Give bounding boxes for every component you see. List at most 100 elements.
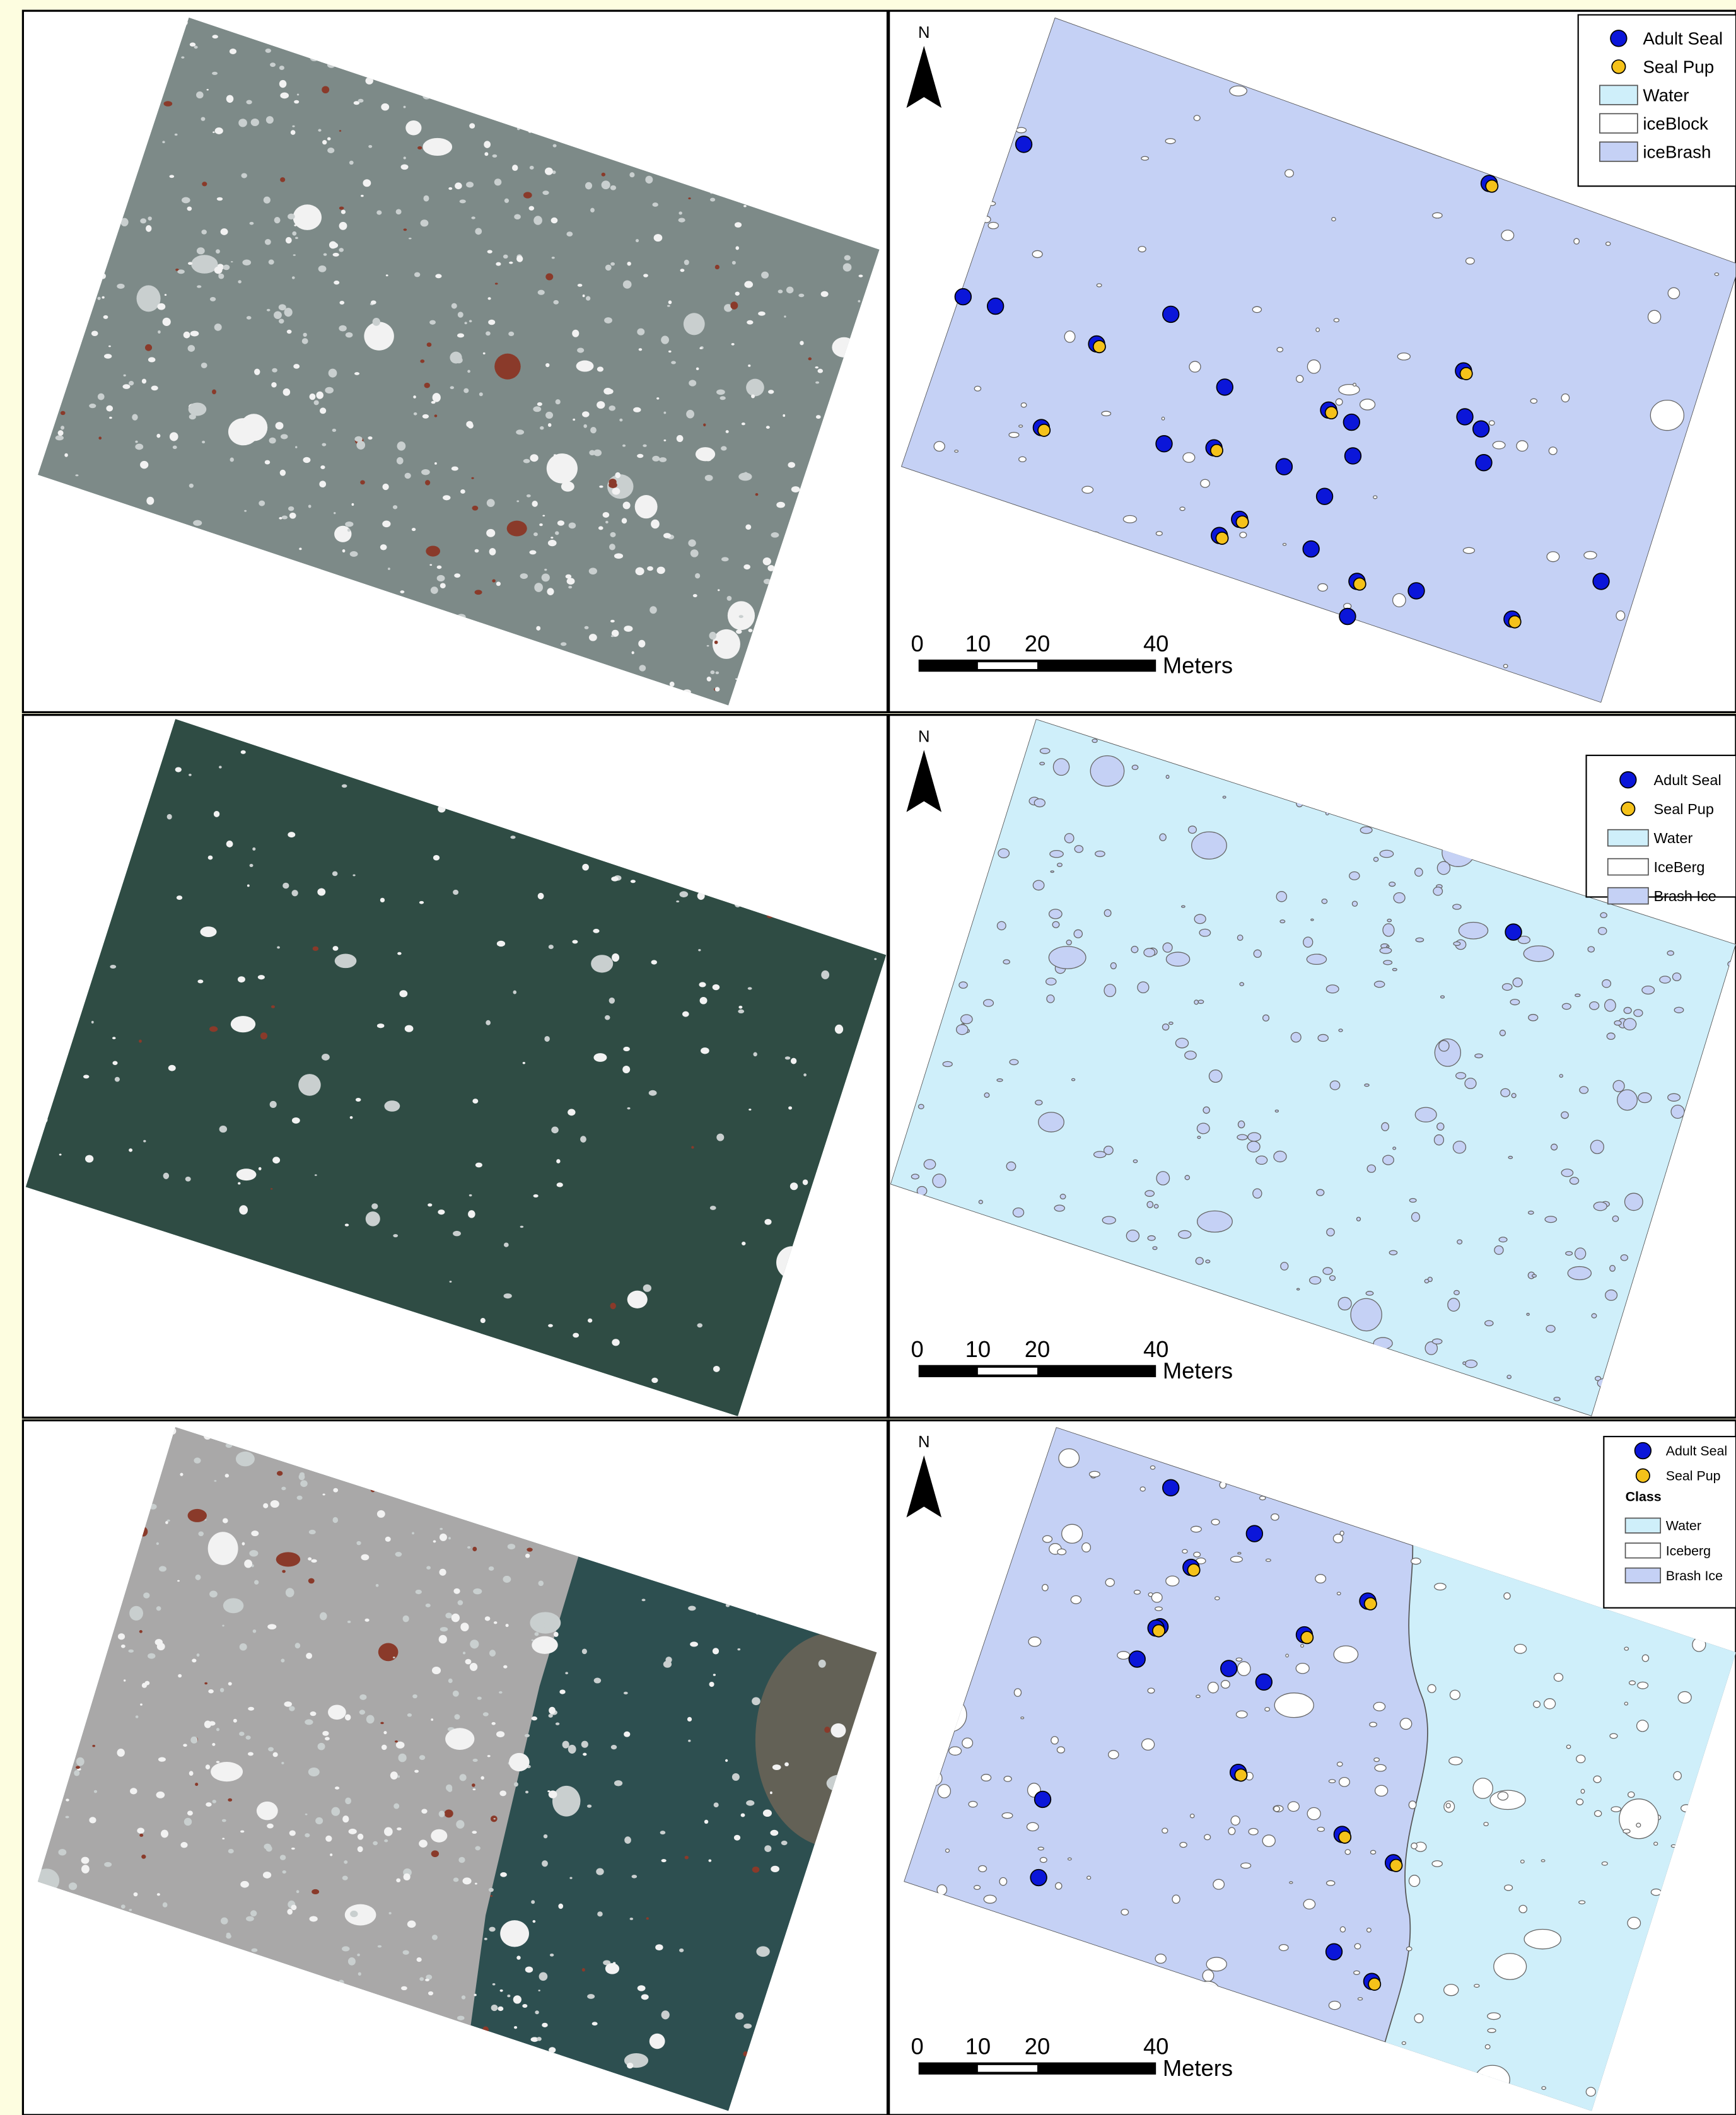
ice-floe (1117, 1652, 1130, 1659)
ice-speck (586, 296, 590, 301)
ice-speck (266, 116, 274, 124)
ice-speck (327, 148, 334, 153)
ice-floe (1463, 1362, 1466, 1365)
ice-speck (241, 173, 247, 178)
ice-floe (1241, 1863, 1251, 1868)
legend-swatch (1600, 85, 1638, 105)
ice-speck (824, 1727, 830, 1733)
ice-floe (1674, 1771, 1681, 1780)
ice-floe (1053, 759, 1069, 776)
ice-speck (165, 294, 166, 296)
ice-speck (129, 1148, 132, 1152)
ice-floe (1307, 954, 1326, 964)
ice-speck (479, 392, 483, 396)
ice-speck (513, 990, 517, 994)
ice-floe (1397, 353, 1410, 360)
ice-speck (475, 228, 482, 235)
ice-speck (217, 197, 223, 201)
ice-speck (803, 1073, 807, 1076)
ice-floe (1534, 1701, 1541, 1708)
ice-speck (188, 1509, 207, 1522)
ice-floe (1252, 306, 1261, 312)
ice-floe (918, 1104, 924, 1109)
ice-speck (463, 1877, 472, 1884)
ice-speck (208, 1689, 214, 1693)
ice-speck (270, 1101, 277, 1108)
ice-floe (1280, 920, 1285, 923)
ice-speck (748, 987, 752, 989)
ice-floe (1642, 1655, 1648, 1662)
ice-floe (1380, 850, 1393, 858)
ice-speck (252, 1949, 258, 1952)
ice-floe (1541, 1860, 1545, 1862)
ice-speck (140, 1703, 143, 1705)
ice-speck (533, 532, 538, 536)
ice-speck (605, 521, 609, 523)
ice-speck (61, 426, 64, 429)
ice-floe (1402, 2042, 1406, 2045)
ice-speck (582, 411, 590, 417)
ice-speck (325, 1836, 332, 1842)
ice-speck (421, 1809, 427, 1814)
ice-speck (655, 1944, 663, 1950)
ice-speck (680, 269, 685, 272)
ice-speck (139, 1040, 142, 1043)
ice-floe (1334, 1646, 1358, 1663)
ice-speck (587, 1994, 595, 1999)
ice-speck (465, 1659, 472, 1665)
ice-floe (1415, 1107, 1436, 1122)
ice-speck (500, 1920, 529, 1947)
ice-speck (397, 457, 404, 465)
ice-speck (332, 871, 338, 877)
ice-floe (1624, 1193, 1643, 1210)
ice-speck (573, 419, 575, 421)
legend-swatch (1608, 859, 1648, 875)
ice-speck (605, 1015, 610, 1020)
ice-speck (405, 473, 411, 479)
ice-speck (514, 214, 521, 219)
ice-speck (112, 1037, 116, 1039)
ice-speck (490, 1895, 492, 1897)
ice-speck (195, 1783, 198, 1786)
ice-speck (272, 1157, 280, 1163)
ice-speck (231, 261, 233, 262)
ice-speck (191, 255, 218, 274)
ice-speck (523, 192, 532, 198)
ice-speck (291, 1848, 295, 1850)
ice-speck (397, 441, 406, 451)
ice-speck (816, 415, 821, 419)
ice-floe (1102, 1216, 1116, 1224)
ice-speck (749, 629, 753, 632)
ice-speck (137, 285, 161, 312)
ice-speck (333, 1517, 339, 1523)
ice-floe (1433, 213, 1442, 218)
ice-speck (474, 1994, 476, 1996)
ice-speck (419, 1839, 428, 1847)
ice-speck (768, 390, 774, 393)
ice-speck (786, 287, 794, 294)
ice-floe (1017, 127, 1027, 133)
adult-seal (1303, 541, 1319, 557)
ice-speck (177, 1580, 180, 1582)
ice-speck (263, 1503, 268, 1508)
ice-floe (1074, 929, 1082, 938)
ice-floe (1275, 1110, 1278, 1112)
ice-floe (1265, 1708, 1270, 1711)
ice-speck (389, 1912, 392, 1914)
ice-speck (156, 434, 160, 438)
ice-floe (1393, 593, 1406, 607)
ice-speck (124, 1679, 125, 1681)
ice-speck (346, 332, 353, 338)
ice-speck (499, 1691, 503, 1694)
ice-speck (752, 1867, 760, 1873)
ice-speck (380, 1722, 384, 1724)
seal-pup (1365, 1598, 1377, 1610)
ice-speck (682, 1011, 689, 1017)
ice-speck (437, 566, 442, 569)
ice-speck (393, 505, 397, 509)
ice-speck (316, 392, 323, 399)
ice-speck (545, 363, 549, 367)
ice-speck (181, 56, 184, 58)
ice-floe (1040, 749, 1049, 754)
ice-speck (194, 46, 198, 49)
